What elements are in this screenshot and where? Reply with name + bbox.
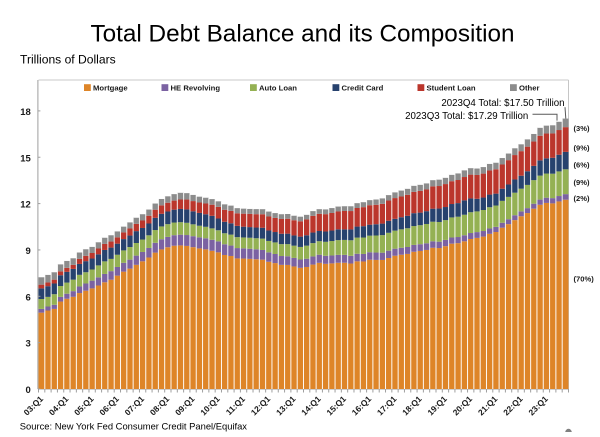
svg-text:Source: New York Fed Consumer: Source: New York Fed Consumer Credit Pan… [20, 420, 248, 431]
svg-text:0: 0 [26, 385, 31, 396]
svg-text:6: 6 [26, 292, 31, 303]
svg-text:2023Q4 Total: $17.50 Trillion: 2023Q4 Total: $17.50 Trillion [441, 98, 564, 109]
svg-text:(9%): (9%) [574, 178, 591, 187]
svg-text:Total Debt Balance and its Com: Total Debt Balance and its Composition [90, 20, 514, 47]
svg-text:Credit Card: Credit Card [342, 84, 384, 93]
svg-text:(9%): (9%) [574, 144, 591, 153]
svg-text:Auto Loan: Auto Loan [259, 84, 297, 93]
svg-text:(3%): (3%) [574, 124, 591, 133]
svg-text:Student Loan: Student Loan [427, 84, 476, 93]
svg-text:(2%): (2%) [574, 194, 591, 203]
svg-text:(70%): (70%) [574, 275, 595, 284]
svg-text:Other: Other [519, 84, 540, 93]
svg-text:2023Q3 Total: $17.29 Trillion: 2023Q3 Total: $17.29 Trillion [405, 111, 528, 122]
svg-text:Mortgage: Mortgage [93, 84, 128, 93]
svg-text:18: 18 [20, 107, 31, 118]
svg-text:3: 3 [26, 339, 31, 350]
svg-text:9: 9 [26, 246, 31, 257]
svg-text:12: 12 [20, 200, 31, 211]
svg-text:HE Revolving: HE Revolving [171, 84, 221, 93]
svg-text:15: 15 [20, 153, 31, 164]
svg-text:Trillions of Dollars: Trillions of Dollars [20, 52, 116, 66]
svg-text:(6%): (6%) [574, 161, 591, 170]
